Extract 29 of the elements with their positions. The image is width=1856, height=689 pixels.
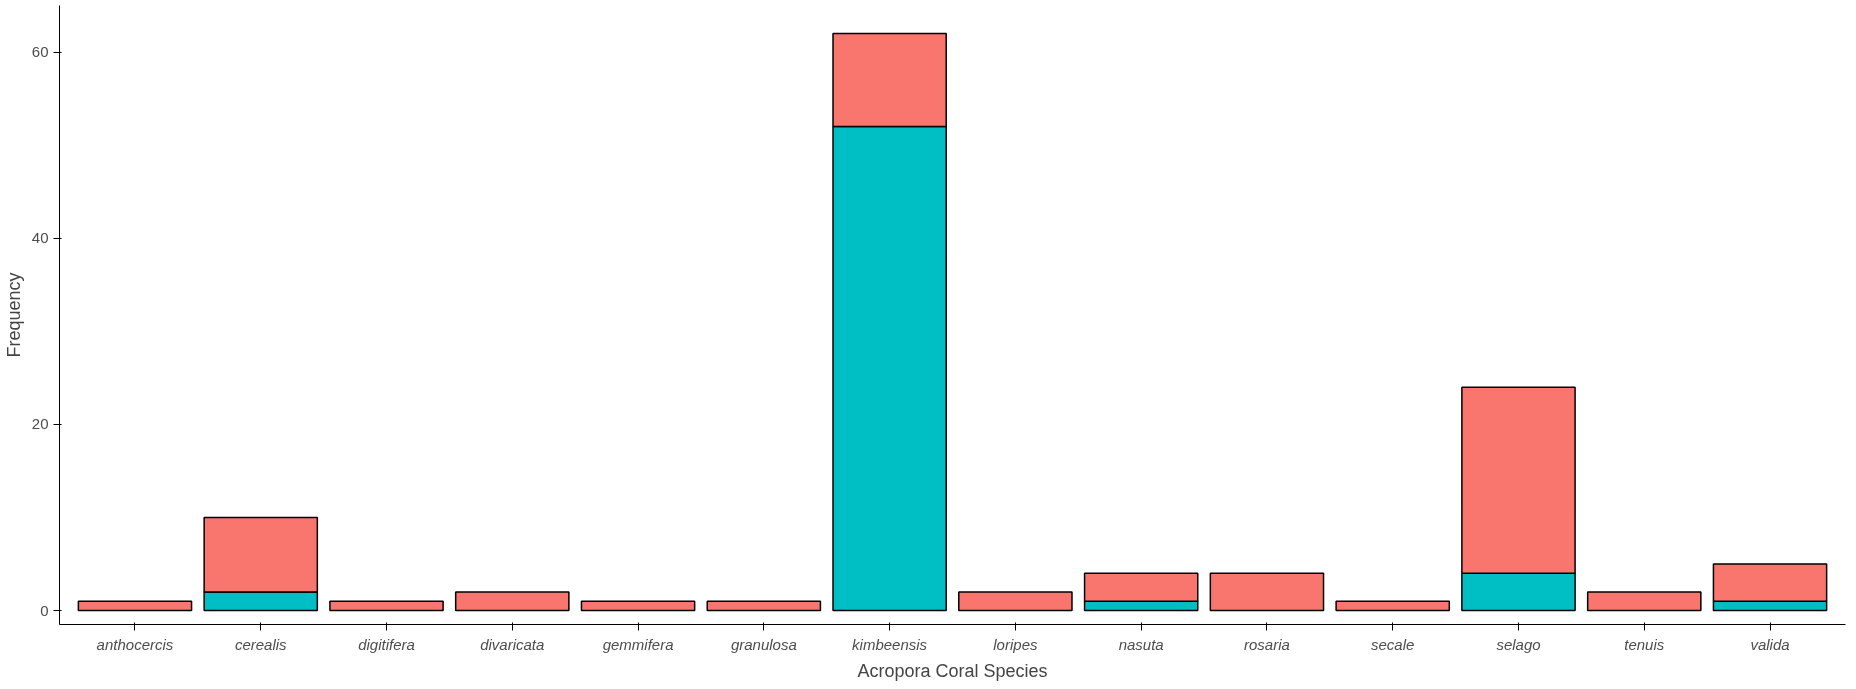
y-axis-title: Frequency: [3, 272, 24, 358]
y-tick-label: 40: [31, 229, 49, 247]
bar: [1335, 600, 1451, 612]
bar: [1209, 572, 1325, 612]
bar: [1586, 591, 1702, 612]
x-tick-label: gemmifera: [602, 635, 674, 653]
x-tick-label: granulosa: [730, 635, 797, 653]
bar: [706, 600, 822, 612]
x-tick-label: loripes: [993, 635, 1038, 653]
y-tick-label: 20: [31, 415, 49, 433]
x-tick-label: nasuta: [1118, 635, 1164, 653]
x-tick-label: secale: [1371, 635, 1415, 653]
y-tick-label: 0: [40, 601, 49, 619]
bar: [958, 591, 1073, 612]
x-axis-title: Acropora Coral Species: [857, 660, 1048, 681]
x-tick-label: valida: [1750, 635, 1790, 653]
y-tick-label: 60: [31, 43, 49, 61]
bar: [580, 600, 696, 612]
x-tick-label: selago: [1496, 635, 1541, 653]
x-tick-label: anthocercis: [96, 635, 174, 653]
x-tick-label: digitifera: [358, 635, 415, 653]
x-tick-label: divaricata: [480, 635, 545, 653]
x-tick-label: tenuis: [1624, 635, 1665, 653]
bar: [454, 591, 570, 612]
x-tick-label: cerealis: [234, 635, 288, 653]
bar: [329, 600, 444, 612]
bar: [77, 600, 193, 612]
x-tick-label: rosaria: [1244, 635, 1290, 653]
x-tick-label: kimbeensis: [852, 635, 928, 653]
